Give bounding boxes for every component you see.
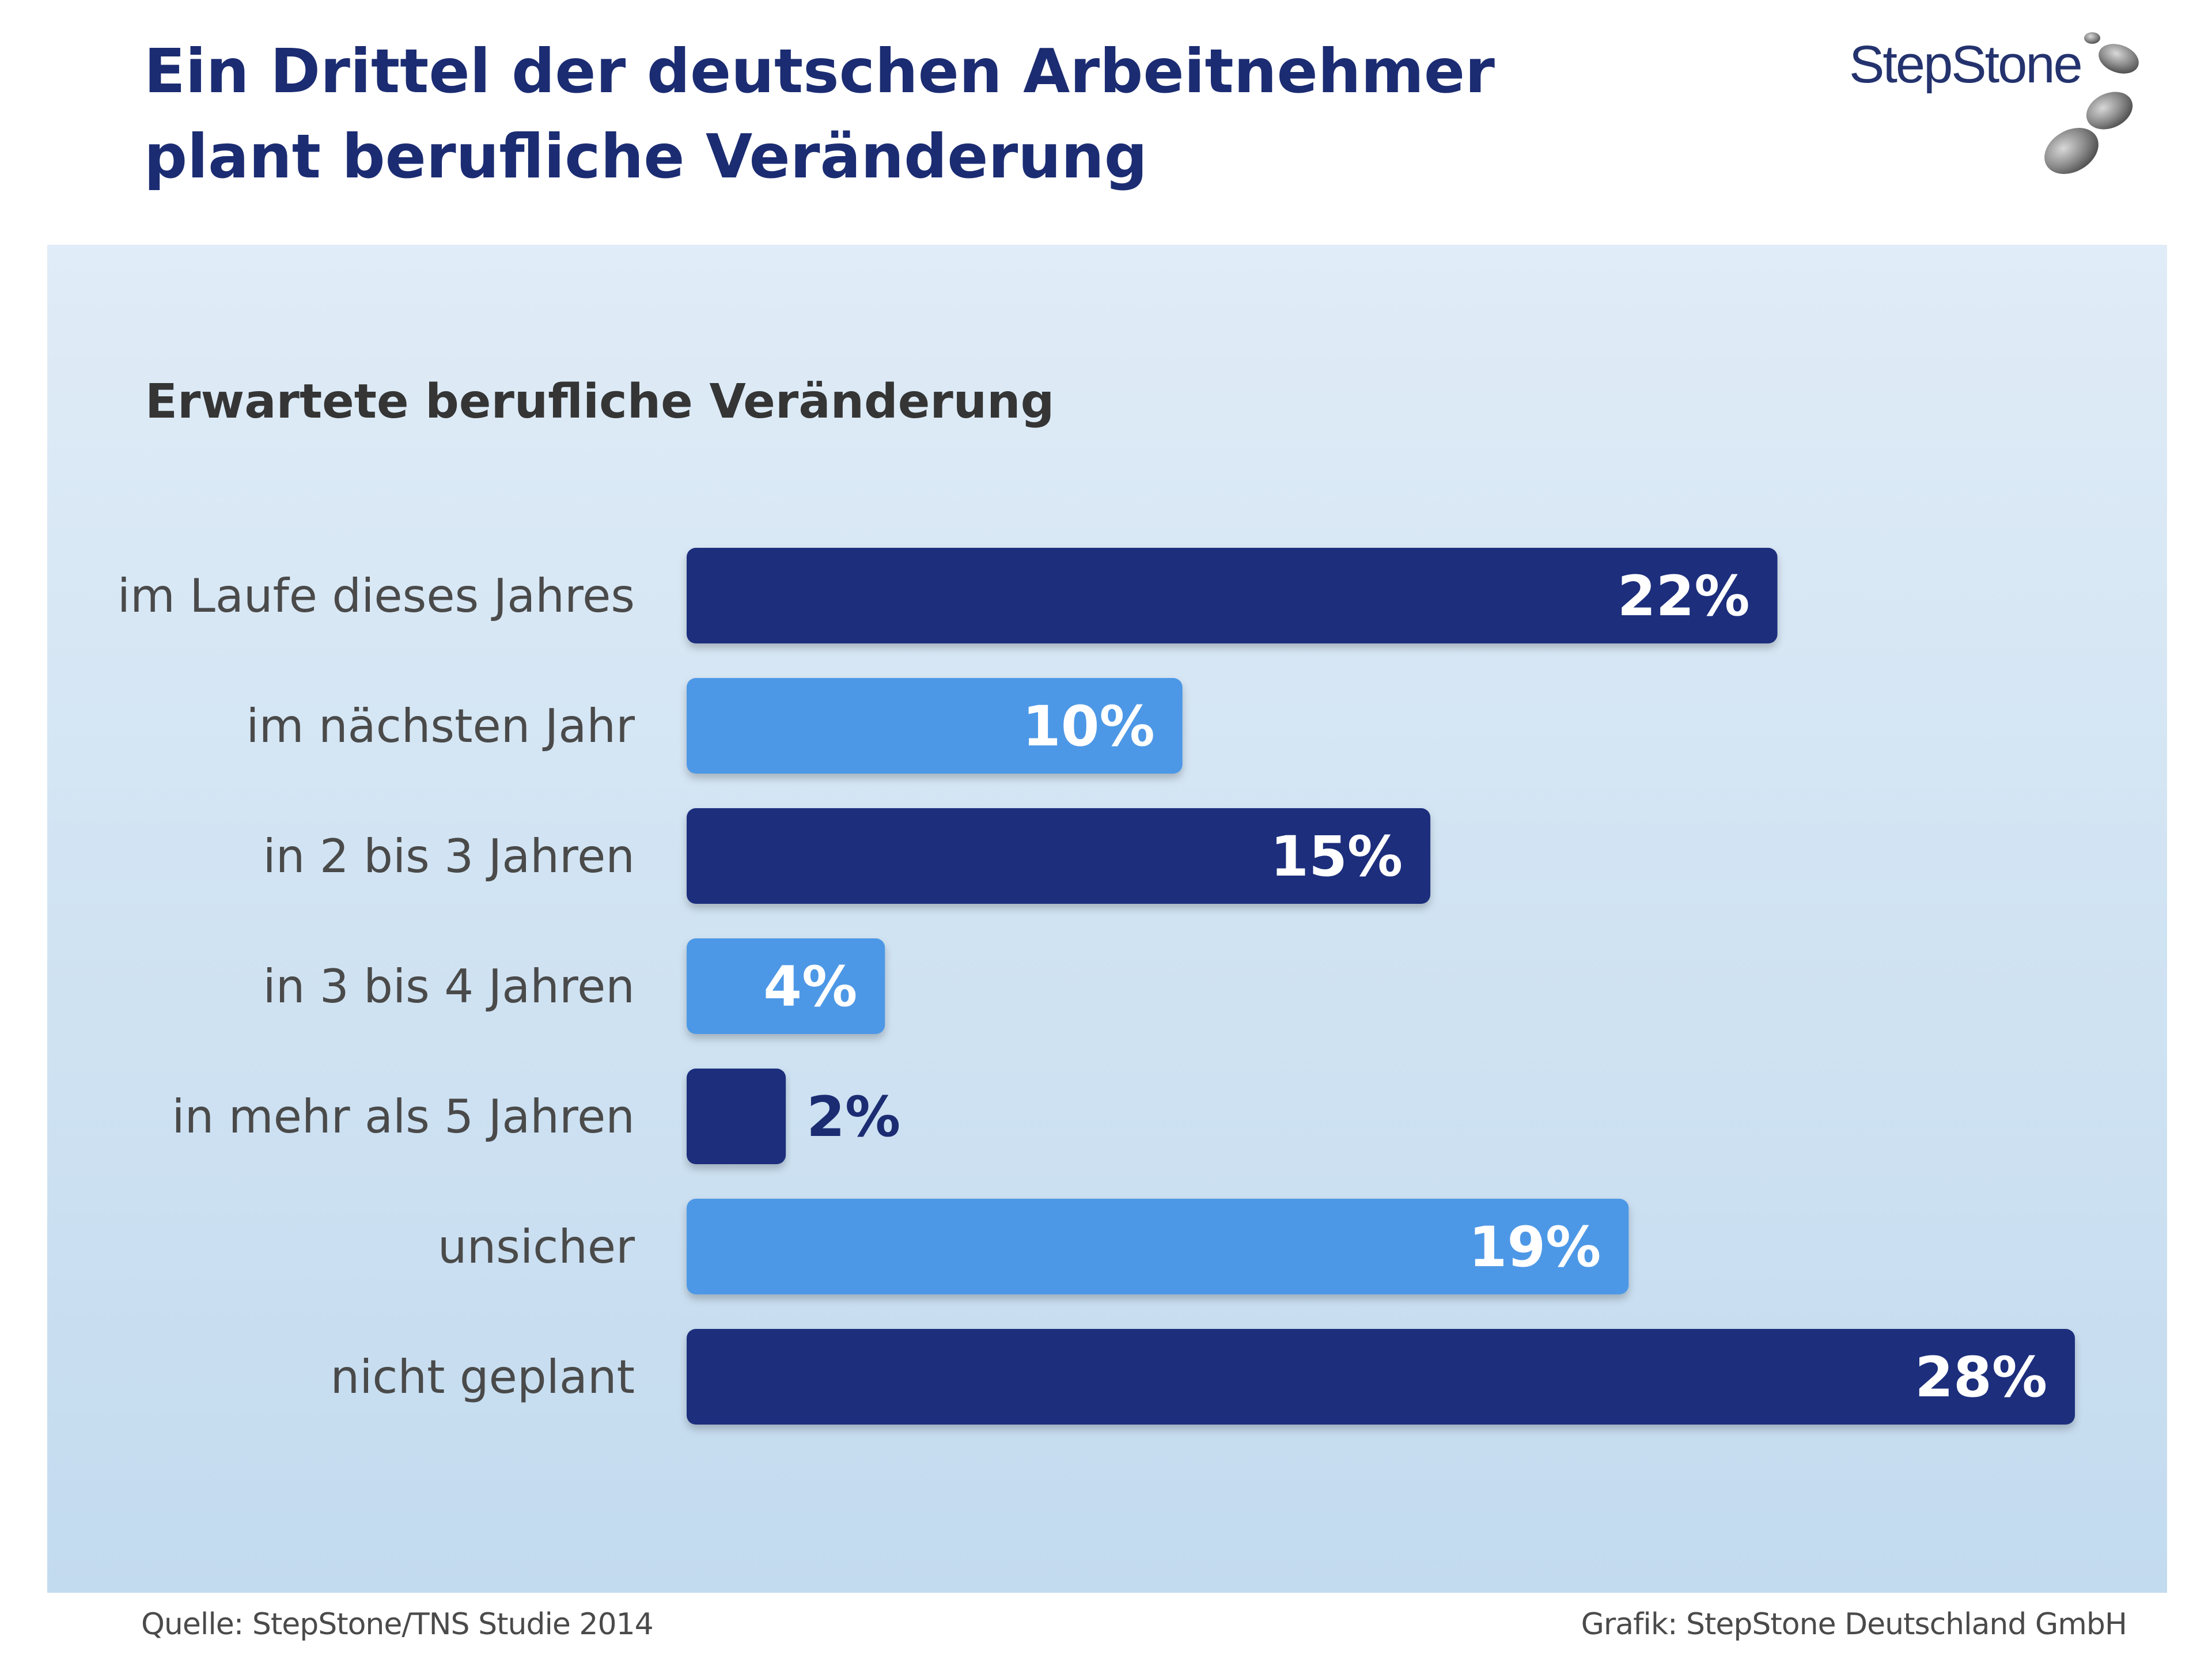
value-label: 10% [1022,694,1155,759]
bar [687,1069,786,1164]
value-label: 2% [806,1085,900,1149]
category-label: in 3 bis 4 Jahren [263,960,635,1013]
bar [687,678,1183,774]
page-title-line-2: plant berufliche Veränderung [144,122,1147,192]
stepstone-logo: StepStone [1843,23,2166,207]
value-label: 28% [1915,1345,2047,1410]
source-note: Quelle: StepStone/TNS Studie 2014 [141,1607,654,1642]
chart-title: Erwartete berufliche Veränderung [145,374,1055,429]
page-title-line-1: Ein Drittel der deutschen Arbeitnehmer [144,36,1495,107]
bar [687,1329,2075,1425]
category-label: nicht geplant [330,1350,635,1404]
value-label: 4% [763,955,857,1019]
bar [687,1199,1629,1294]
value-label: 19% [1469,1215,1601,1279]
category-label: in mehr als 5 Jahren [172,1090,635,1143]
category-label: unsicher [438,1220,635,1274]
credit-note: Grafik: StepStone Deutschland GmbH [1581,1607,2127,1642]
bar [687,548,1778,643]
category-label: im Laufe dieses Jahres [118,569,635,623]
logo-wordmark: StepStone [1849,35,2083,94]
bar [687,938,885,1034]
category-label: im nächsten Jahr [246,699,635,753]
bar [687,808,1431,904]
page-title: Ein Drittel der deutschen Arbeitnehmer p… [144,29,1757,199]
value-label: 15% [1270,824,1403,889]
stones-icon [2044,32,2139,174]
value-label: 22% [1618,564,1750,628]
category-label: in 2 bis 3 Jahren [263,830,635,883]
